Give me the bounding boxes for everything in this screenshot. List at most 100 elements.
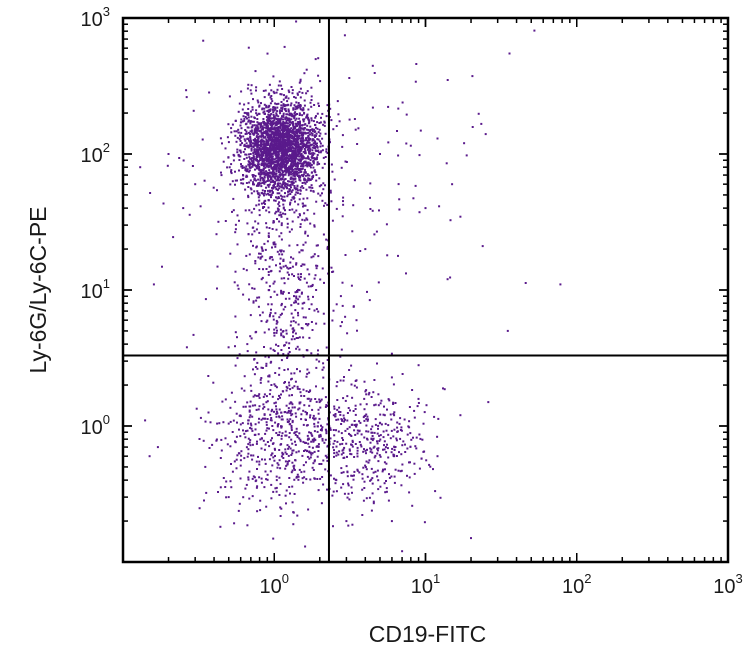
data-point (262, 132, 265, 135)
data-point (365, 424, 368, 427)
data-point (373, 72, 376, 74)
data-point (232, 209, 235, 212)
data-point (419, 129, 422, 132)
data-point (375, 230, 378, 233)
data-point (267, 93, 270, 96)
data-point (273, 459, 276, 462)
data-point (195, 407, 198, 410)
data-point (310, 398, 313, 401)
data-point (139, 166, 142, 169)
data-point (284, 168, 287, 171)
data-point (333, 455, 335, 458)
data-point (343, 446, 346, 449)
data-point (368, 299, 371, 302)
data-point (275, 415, 278, 418)
data-point (295, 430, 298, 433)
data-point (306, 197, 309, 200)
data-point (282, 161, 285, 164)
data-point (273, 447, 276, 450)
data-point (315, 200, 318, 203)
data-point (309, 148, 312, 151)
data-point (296, 345, 299, 348)
data-point (299, 150, 302, 153)
data-point (306, 141, 309, 144)
data-point (346, 475, 349, 478)
data-point (265, 193, 268, 196)
data-point (300, 170, 303, 173)
data-point (342, 379, 345, 382)
data-point (230, 172, 233, 175)
data-point (300, 394, 303, 397)
data-point (273, 138, 276, 141)
data-point (317, 408, 320, 411)
data-point (341, 437, 344, 439)
data-point (259, 154, 262, 157)
data-point (301, 182, 304, 184)
data-point (282, 330, 285, 332)
data-point (371, 477, 374, 480)
data-point (317, 412, 320, 415)
data-point (312, 153, 315, 156)
data-point (258, 214, 261, 217)
data-point (271, 117, 274, 120)
data-point (371, 64, 374, 67)
data-point (277, 208, 280, 211)
data-point (314, 417, 317, 420)
data-point (414, 80, 417, 83)
data-point (231, 431, 234, 433)
data-point (279, 163, 282, 166)
data-point (293, 96, 296, 98)
data-point (299, 120, 301, 123)
data-point (286, 122, 289, 125)
data-point (245, 156, 248, 159)
data-point (276, 88, 279, 91)
data-point (335, 429, 337, 432)
data-point (344, 160, 347, 163)
data-point (261, 458, 263, 461)
data-point (262, 171, 265, 174)
data-point (316, 264, 319, 267)
data-point (267, 328, 270, 331)
data-point (283, 151, 286, 154)
data-point (271, 108, 274, 111)
data-point (292, 122, 295, 125)
data-point (289, 412, 292, 414)
data-point (299, 129, 302, 132)
data-point (202, 439, 205, 442)
data-point (260, 447, 263, 450)
data-point (257, 137, 260, 140)
data-point (229, 183, 232, 186)
data-point (259, 159, 261, 162)
data-point (282, 198, 285, 201)
data-point (230, 131, 233, 134)
data-point (322, 459, 325, 462)
data-point (308, 308, 311, 310)
data-point (263, 162, 266, 165)
data-point (267, 160, 270, 162)
data-point (310, 171, 313, 174)
data-point (264, 443, 267, 446)
data-point (267, 303, 270, 306)
data-point (343, 376, 345, 378)
data-point (272, 170, 274, 173)
data-point (258, 231, 261, 234)
data-point (280, 334, 283, 337)
data-point (310, 86, 313, 89)
data-point (257, 305, 260, 308)
data-point (250, 129, 253, 132)
data-point (257, 122, 260, 125)
data-point (272, 187, 275, 190)
data-point (258, 129, 261, 132)
data-point (373, 456, 376, 459)
data-point (339, 295, 342, 298)
data-point (286, 170, 289, 173)
data-point (277, 154, 280, 157)
data-point (311, 134, 314, 137)
data-point (247, 186, 250, 188)
data-point (304, 204, 307, 207)
data-point (320, 184, 323, 187)
data-point (298, 198, 301, 201)
data-point (413, 409, 416, 412)
data-point (307, 298, 310, 301)
data-point (252, 160, 255, 163)
